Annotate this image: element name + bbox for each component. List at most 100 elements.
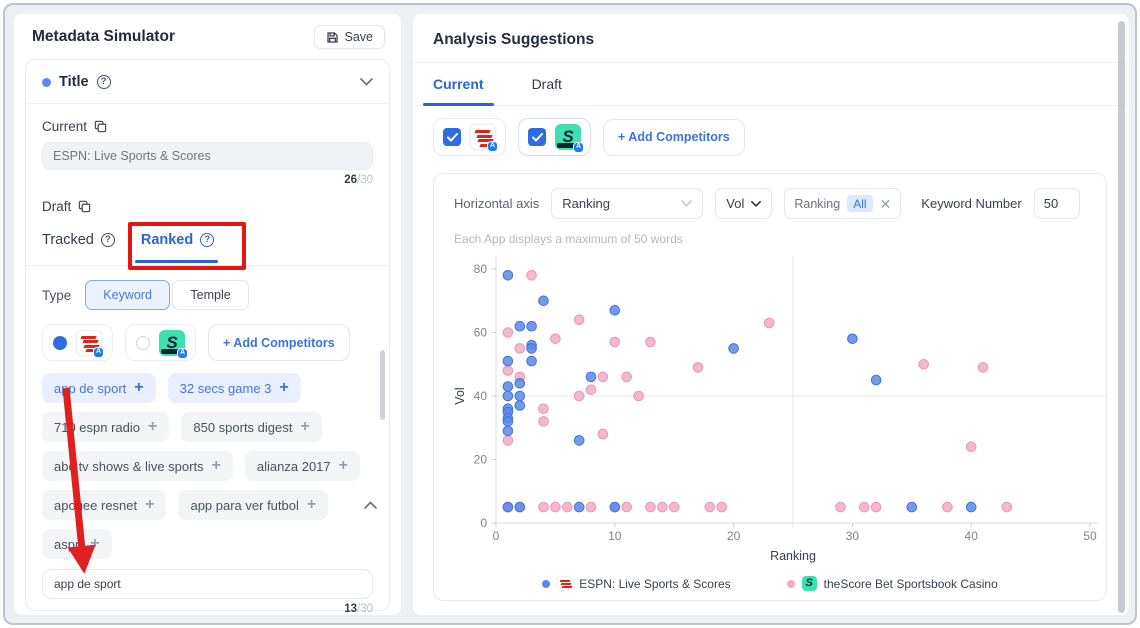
keyword-input[interactable] <box>42 569 373 599</box>
scatter-point[interactable] <box>870 501 882 513</box>
scatter-point[interactable] <box>609 501 621 513</box>
scatter-point[interactable] <box>514 320 526 332</box>
current-title-input[interactable] <box>42 142 373 170</box>
scatter-point[interactable] <box>597 428 609 440</box>
add-icon[interactable]: + <box>134 379 144 396</box>
help-icon[interactable]: ? <box>96 75 111 89</box>
scatter-point[interactable] <box>538 403 549 414</box>
scatter-point[interactable] <box>847 333 858 345</box>
competitor-espn-radio[interactable]: A <box>42 324 113 361</box>
scatter-point[interactable] <box>870 374 882 386</box>
keyword-chip[interactable]: 32 secs game 3 + <box>167 373 301 403</box>
scatter-point[interactable] <box>585 501 597 513</box>
collapse-chips-button[interactable] <box>364 496 377 514</box>
scatter-point[interactable] <box>502 425 514 437</box>
add-competitors-button[interactable]: + Add Competitors <box>603 118 745 156</box>
axis-select[interactable]: Ranking <box>551 188 704 219</box>
scatter-point[interactable] <box>585 371 597 383</box>
keyword-chip[interactable]: app de sport + <box>42 373 156 403</box>
scatter-point[interactable] <box>942 501 953 513</box>
copy-icon[interactable] <box>78 200 91 213</box>
scatter-point[interactable] <box>502 355 514 367</box>
scatter-point[interactable] <box>526 270 537 281</box>
type-temple-button[interactable]: Temple <box>172 280 249 310</box>
scatter-point[interactable] <box>502 416 514 427</box>
competitor-thescore-radio[interactable]: S A <box>125 324 196 361</box>
add-icon[interactable]: + <box>148 418 158 435</box>
chevron-down-icon[interactable] <box>360 78 373 86</box>
scatter-point[interactable] <box>645 501 656 513</box>
scatter-point[interactable] <box>502 327 514 338</box>
scatter-point[interactable] <box>573 435 585 446</box>
scatter-point[interactable] <box>657 501 668 513</box>
keyword-chip[interactable]: abc tv shows & live sports + <box>42 451 233 481</box>
scatter-point[interactable] <box>562 501 573 513</box>
scatter-point[interactable] <box>835 501 846 513</box>
keyword-chip[interactable]: apogee resnet + <box>42 490 167 520</box>
type-keyword-button[interactable]: Keyword <box>85 280 170 310</box>
scatter-point[interactable] <box>977 362 989 373</box>
scatter-point[interactable] <box>609 336 621 348</box>
scatter-point[interactable] <box>502 435 514 446</box>
keyword-chip[interactable]: aspn + <box>42 529 112 559</box>
checkbox-checked-icon[interactable] <box>443 128 461 146</box>
right-panel-scrollbar[interactable] <box>1118 21 1125 613</box>
scatter-point[interactable] <box>645 336 656 348</box>
help-icon[interactable]: ? <box>200 233 215 247</box>
legend-item-thescore[interactable]: S theScore Bet Sportsbook Casino <box>786 576 998 591</box>
add-icon[interactable]: + <box>90 535 100 552</box>
scatter-point[interactable] <box>668 501 680 513</box>
scatter-point[interactable] <box>585 384 597 395</box>
add-icon[interactable]: + <box>279 379 289 396</box>
thescore-checkbox-pill[interactable]: S A <box>518 118 591 156</box>
scatter-point[interactable] <box>906 501 918 513</box>
vol-select[interactable]: Vol <box>715 188 773 219</box>
keyword-chip[interactable]: 710 espn radio + <box>42 412 170 442</box>
close-icon[interactable]: ✕ <box>879 195 892 212</box>
add-icon[interactable]: + <box>300 418 310 435</box>
scatter-point[interactable] <box>716 501 728 513</box>
scatter-point[interactable] <box>538 295 549 307</box>
keyword-chip[interactable]: 850 sports digest + <box>181 412 322 442</box>
scatter-point[interactable] <box>597 371 609 383</box>
add-icon[interactable]: + <box>145 496 155 513</box>
scatter-point[interactable] <box>526 320 537 332</box>
scatter-point[interactable] <box>526 355 537 367</box>
scatter-point[interactable] <box>965 501 977 513</box>
tab-current[interactable]: Current <box>423 76 494 106</box>
scatter-point[interactable] <box>502 381 514 392</box>
scatter-point[interactable] <box>538 501 549 513</box>
save-button[interactable]: Save <box>313 25 385 49</box>
scatter-point[interactable] <box>514 400 526 411</box>
ranking-filter-tag[interactable]: Ranking All ✕ <box>784 188 902 219</box>
keyword-chip[interactable]: alianza 2017 + <box>244 451 360 481</box>
espn-checkbox-pill[interactable]: A <box>433 118 506 156</box>
scatter-point[interactable] <box>573 501 585 513</box>
scatter-point[interactable] <box>550 501 561 513</box>
help-icon[interactable]: ? <box>100 233 115 247</box>
title-section-header[interactable]: Title ? <box>26 60 389 104</box>
scatter-point[interactable] <box>1001 501 1013 513</box>
scatter-point[interactable] <box>704 501 716 513</box>
scatter-point[interactable] <box>692 362 704 373</box>
scatter-point[interactable] <box>514 343 526 354</box>
tab-draft[interactable]: Draft <box>531 76 562 92</box>
tab-ranked[interactable]: Ranked ? <box>127 222 246 270</box>
scatter-point[interactable] <box>621 501 632 513</box>
copy-icon[interactable] <box>94 120 107 133</box>
scatter-point[interactable] <box>728 343 739 354</box>
scatter-point[interactable] <box>621 371 632 383</box>
add-competitors-button[interactable]: + Add Competitors <box>208 324 350 361</box>
scatter-point[interactable] <box>514 378 526 389</box>
scatter-point[interactable] <box>538 416 549 427</box>
add-icon[interactable]: + <box>338 457 348 474</box>
keyword-chip[interactable]: app para ver futbol + <box>178 490 329 520</box>
add-icon[interactable]: + <box>306 496 317 513</box>
legend-item-espn[interactable]: ESPN: Live Sports & Scores <box>542 576 731 591</box>
keyword-number-input[interactable] <box>1033 188 1080 219</box>
scatter-point[interactable] <box>573 390 585 402</box>
scatter-point[interactable] <box>859 501 870 513</box>
scatter-point[interactable] <box>502 501 514 513</box>
scatter-point[interactable] <box>502 365 514 376</box>
scatter-point[interactable] <box>550 333 561 345</box>
